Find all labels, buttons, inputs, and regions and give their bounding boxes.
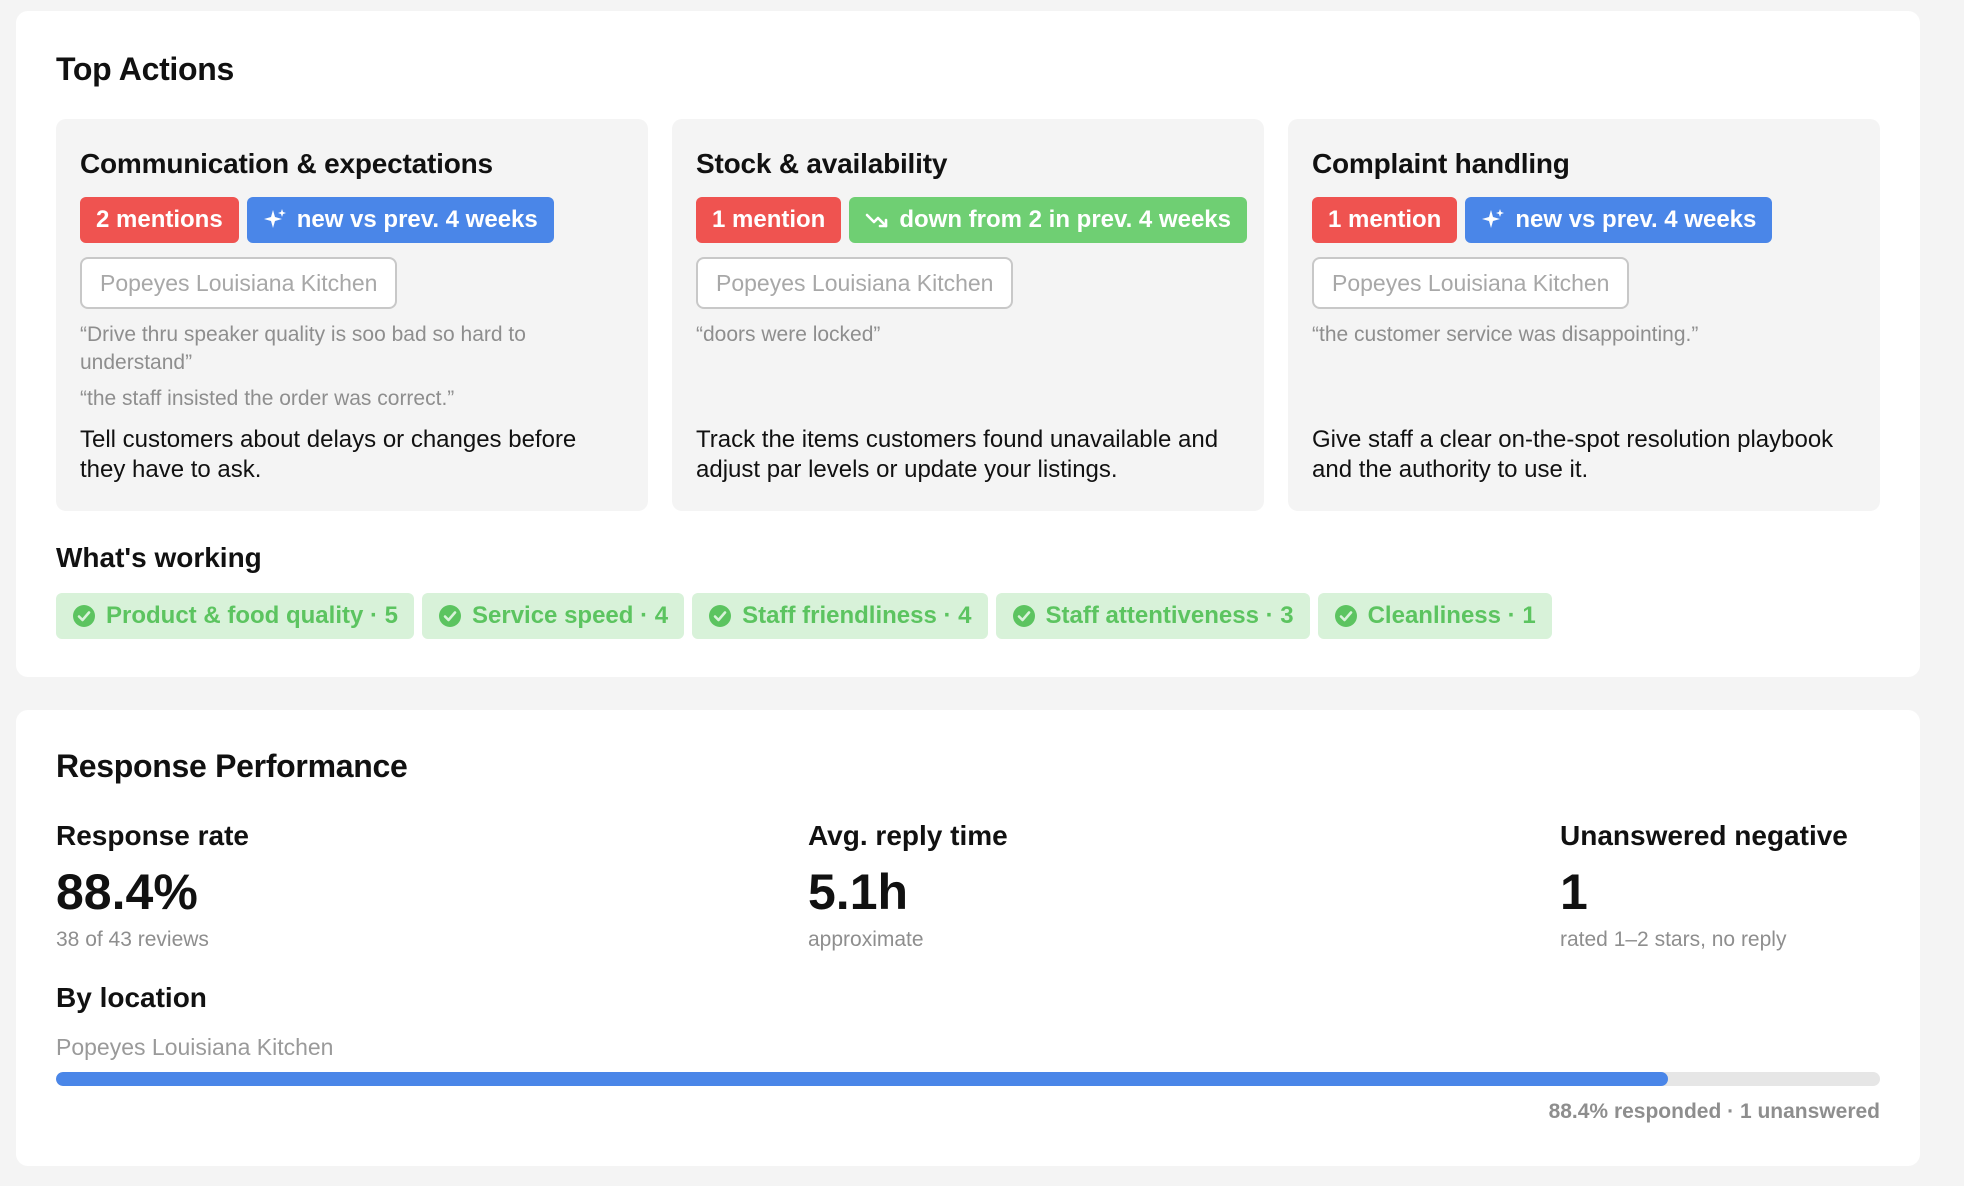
action-badges: 2 mentions new vs prev. 4 weeks — [80, 197, 624, 243]
trend-badge-label: new vs prev. 4 weeks — [1515, 206, 1757, 233]
trend-badge: down from 2 in prev. 4 weeks — [849, 197, 1247, 243]
working-chip[interactable]: Service speed · 4 — [422, 593, 685, 639]
quote: “doors were locked” — [696, 323, 881, 346]
action-card-complaint[interactable]: Complaint handling 1 mention new vs prev… — [1288, 119, 1880, 511]
quote: “the staff insisted the order was correc… — [80, 387, 455, 410]
action-recommendation: Tell customers about delays or changes b… — [80, 426, 577, 483]
whats-working-chips: Product & food quality · 5 Service speed… — [56, 593, 1552, 639]
action-card-communication[interactable]: Communication & expectations 2 mentions … — [56, 119, 648, 511]
quotes: “Drive thru speaker quality is soo bad s… — [80, 321, 624, 445]
working-chip-label: Cleanliness · 1 — [1367, 602, 1536, 629]
working-chip-label: Staff friendliness · 4 — [742, 602, 972, 629]
whats-working-title: What's working — [56, 542, 262, 573]
quotes: “doors were locked” — [696, 321, 1240, 445]
action-cards: Communication & expectations 2 mentions … — [56, 119, 1880, 511]
working-chip[interactable]: Cleanliness · 1 — [1317, 593, 1552, 639]
check-circle-icon — [709, 605, 732, 627]
mentions-badge: 1 mention — [696, 197, 842, 243]
working-chip[interactable]: Product & food quality · 5 — [56, 593, 414, 639]
top-actions-card: Top Actions Communication & expectations… — [16, 11, 1920, 677]
trend-badge: new vs prev. 4 weeks — [246, 197, 554, 243]
response-progress-fill — [56, 1072, 1669, 1086]
metric-label: Unanswered negative — [1560, 820, 1848, 851]
metric-label: Avg. reply time — [808, 820, 1008, 851]
working-chip[interactable]: Staff friendliness · 4 — [692, 593, 988, 639]
action-card-title: Stock & availability — [696, 148, 948, 179]
metric-subtext: 38 of 43 reviews — [56, 928, 209, 951]
response-performance-title: Response Performance — [56, 748, 408, 784]
trend-badge: new vs prev. 4 weeks — [1465, 197, 1773, 243]
metric-label: Response rate — [56, 820, 249, 851]
sparkle-icon — [263, 209, 286, 228]
quote: “Drive thru speaker quality is soo bad s… — [80, 323, 526, 374]
action-badges: 1 mention new vs prev. 4 weeks — [1312, 197, 1856, 243]
action-card-title: Communication & expectations — [80, 148, 493, 179]
check-circle-icon — [1012, 605, 1035, 627]
working-chip-label: Service speed · 4 — [472, 602, 669, 629]
by-location-title: By location — [56, 982, 207, 1013]
working-chip-label: Staff attentiveness · 3 — [1045, 602, 1294, 629]
action-recommendation: Track the items customers found unavaila… — [696, 426, 1219, 483]
metric-response-rate: Response rate 88.4% 38 of 43 reviews — [56, 818, 249, 952]
action-card-title: Complaint handling — [1312, 148, 1570, 179]
response-performance-card: Response Performance Response rate 88.4%… — [16, 710, 1920, 1166]
trend-badge-label: down from 2 in prev. 4 weeks — [899, 206, 1231, 233]
metric-value: 5.1h — [808, 864, 909, 920]
mentions-badge: 2 mentions — [80, 197, 239, 243]
sparkle-icon — [1482, 209, 1505, 228]
metric-avg-reply-time: Avg. reply time 5.1h approximate — [808, 818, 1008, 952]
quote: “the customer service was disappointing.… — [1312, 323, 1699, 346]
action-badges: 1 mention down from 2 in prev. 4 weeks — [696, 197, 1247, 243]
action-card-stock[interactable]: Stock & availability 1 mention down from… — [672, 119, 1264, 511]
response-progress-bar — [56, 1072, 1880, 1086]
response-progress-caption: 88.4% responded · 1 unanswered — [1548, 1100, 1880, 1123]
trend-badge-label: new vs prev. 4 weeks — [296, 206, 538, 233]
action-recommendation: Give staff a clear on-the-spot resolutio… — [1312, 426, 1834, 483]
metric-value: 1 — [1560, 864, 1588, 920]
metric-subtext: rated 1–2 stars, no reply — [1560, 928, 1787, 951]
metric-subtext: approximate — [808, 928, 924, 951]
check-circle-icon — [1334, 605, 1357, 627]
trend-down-icon — [866, 213, 888, 228]
metric-value: 88.4% — [56, 864, 198, 920]
metric-unanswered-negative: Unanswered negative 1 rated 1–2 stars, n… — [1560, 818, 1848, 952]
working-chip[interactable]: Staff attentiveness · 3 — [995, 593, 1310, 639]
check-circle-icon — [73, 605, 95, 627]
location-name: Popeyes Louisiana Kitchen — [56, 1034, 334, 1060]
location-chip[interactable]: Popeyes Louisiana Kitchen — [696, 257, 1014, 309]
location-chip[interactable]: Popeyes Louisiana Kitchen — [1312, 257, 1630, 309]
location-chip[interactable]: Popeyes Louisiana Kitchen — [80, 257, 398, 309]
mentions-badge: 1 mention — [1312, 197, 1458, 243]
quotes: “the customer service was disappointing.… — [1312, 321, 1856, 445]
working-chip-label: Product & food quality · 5 — [106, 602, 398, 629]
check-circle-icon — [439, 605, 461, 627]
top-actions-title: Top Actions — [56, 51, 235, 87]
